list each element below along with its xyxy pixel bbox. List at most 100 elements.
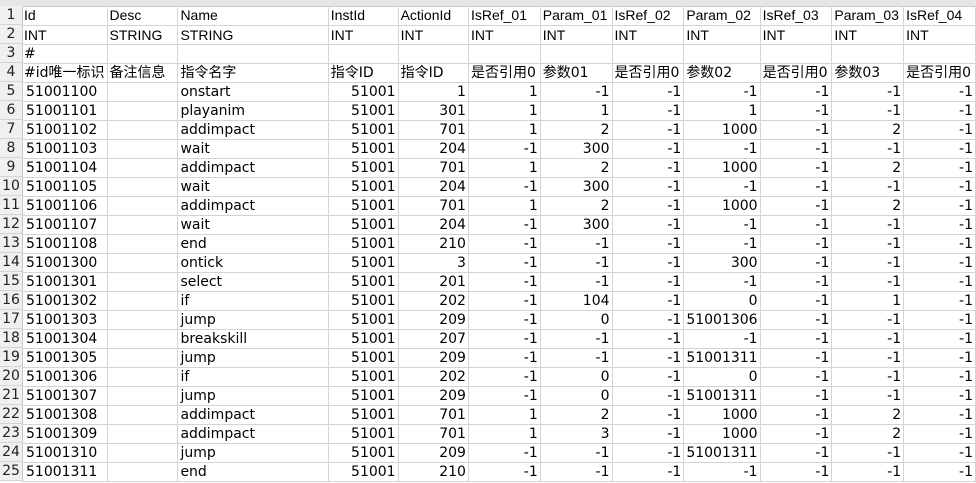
cell[interactable]: 209 bbox=[398, 443, 469, 463]
cell[interactable]: -1 bbox=[612, 405, 685, 425]
cell[interactable]: -1 bbox=[468, 139, 541, 159]
cell[interactable]: -1 bbox=[903, 367, 976, 387]
cell[interactable]: -1 bbox=[903, 405, 976, 425]
row-number[interactable]: 24 bbox=[0, 443, 22, 462]
cell[interactable]: 2 bbox=[540, 158, 613, 178]
cell[interactable]: -1 bbox=[468, 443, 541, 463]
cell[interactable]: -1 bbox=[760, 405, 833, 425]
cell[interactable]: -1 bbox=[612, 348, 685, 368]
cell[interactable]: -1 bbox=[612, 120, 685, 140]
cell[interactable]: -1 bbox=[540, 82, 613, 102]
cell[interactable]: 701 bbox=[398, 424, 469, 444]
cell[interactable]: -1 bbox=[612, 101, 685, 121]
cell[interactable]: -1 bbox=[760, 424, 833, 444]
cell[interactable]: 1 bbox=[831, 291, 905, 311]
cell[interactable]: 0 bbox=[683, 367, 761, 387]
row-number[interactable]: 19 bbox=[0, 348, 22, 367]
cell[interactable]: 51001311 bbox=[683, 443, 761, 463]
cell[interactable] bbox=[107, 253, 179, 273]
cell[interactable] bbox=[540, 44, 613, 64]
cell[interactable]: 51001105 bbox=[22, 177, 108, 197]
cell[interactable]: -1 bbox=[612, 291, 685, 311]
cell[interactable]: -1 bbox=[903, 329, 976, 349]
cell[interactable] bbox=[107, 367, 179, 387]
cell[interactable]: 210 bbox=[398, 462, 469, 482]
cell[interactable]: -1 bbox=[903, 120, 976, 140]
cell[interactable]: -1 bbox=[831, 234, 905, 254]
cell[interactable]: 300 bbox=[540, 139, 613, 159]
cell[interactable]: 是否引用0 bbox=[468, 63, 541, 83]
cell[interactable]: onstart bbox=[177, 82, 329, 102]
cell[interactable] bbox=[107, 82, 179, 102]
cell[interactable]: 1000 bbox=[683, 196, 761, 216]
cell[interactable]: 1 bbox=[468, 424, 541, 444]
cell[interactable]: Name bbox=[177, 6, 329, 26]
cell[interactable] bbox=[107, 348, 179, 368]
cell[interactable]: jump bbox=[177, 386, 329, 406]
cell[interactable]: 51001 bbox=[328, 120, 399, 140]
cell[interactable]: STRING bbox=[107, 25, 179, 45]
cell[interactable] bbox=[177, 44, 329, 64]
row-number[interactable]: 22 bbox=[0, 405, 22, 424]
cell[interactable]: 1000 bbox=[683, 120, 761, 140]
cell[interactable]: -1 bbox=[831, 329, 905, 349]
cell[interactable]: -1 bbox=[683, 272, 761, 292]
cell[interactable]: 备注信息 bbox=[107, 63, 179, 83]
cell[interactable]: addimpact bbox=[177, 158, 329, 178]
cell[interactable]: 51001 bbox=[328, 367, 399, 387]
cell[interactable]: -1 bbox=[760, 234, 833, 254]
cell[interactable]: IsRef_01 bbox=[468, 6, 541, 26]
cell[interactable]: 1 bbox=[468, 120, 541, 140]
cell[interactable]: -1 bbox=[760, 310, 833, 330]
cell[interactable]: 51001 bbox=[328, 139, 399, 159]
cell[interactable]: -1 bbox=[760, 462, 833, 482]
cell[interactable] bbox=[398, 44, 469, 64]
cell[interactable]: -1 bbox=[760, 196, 833, 216]
cell[interactable]: if bbox=[177, 367, 329, 387]
cell[interactable] bbox=[683, 44, 761, 64]
cell[interactable]: INT bbox=[468, 25, 541, 45]
cell[interactable]: IsRef_03 bbox=[760, 6, 833, 26]
cell[interactable]: 51001311 bbox=[683, 386, 761, 406]
cell[interactable]: 51001309 bbox=[22, 424, 108, 444]
cell[interactable]: -1 bbox=[468, 462, 541, 482]
cell[interactable]: -1 bbox=[468, 253, 541, 273]
cell[interactable]: 51001311 bbox=[22, 462, 108, 482]
cell[interactable]: addimpact bbox=[177, 424, 329, 444]
cell[interactable]: 1 bbox=[468, 82, 541, 102]
cell[interactable]: -1 bbox=[831, 139, 905, 159]
cell[interactable]: 51001 bbox=[328, 234, 399, 254]
cell[interactable]: 51001101 bbox=[22, 101, 108, 121]
cell[interactable]: if bbox=[177, 291, 329, 311]
cell[interactable]: 51001 bbox=[328, 272, 399, 292]
cell[interactable]: select bbox=[177, 272, 329, 292]
cell[interactable]: -1 bbox=[760, 386, 833, 406]
cell[interactable]: Param_02 bbox=[683, 6, 761, 26]
cell[interactable]: -1 bbox=[760, 139, 833, 159]
cell[interactable]: 51001 bbox=[328, 291, 399, 311]
cell[interactable] bbox=[107, 158, 179, 178]
cell[interactable]: 参数02 bbox=[683, 63, 761, 83]
cell[interactable]: 51001 bbox=[328, 310, 399, 330]
cell[interactable]: -1 bbox=[831, 253, 905, 273]
cell[interactable]: -1 bbox=[540, 462, 613, 482]
cell[interactable]: 0 bbox=[683, 291, 761, 311]
cell[interactable]: -1 bbox=[468, 348, 541, 368]
row-number[interactable]: 13 bbox=[0, 234, 22, 253]
cell[interactable]: 51001107 bbox=[22, 215, 108, 235]
cell[interactable]: INT bbox=[398, 25, 469, 45]
cell[interactable] bbox=[831, 44, 905, 64]
cell[interactable]: -1 bbox=[760, 329, 833, 349]
row-number[interactable]: 3 bbox=[0, 44, 22, 63]
cell[interactable]: -1 bbox=[903, 158, 976, 178]
cell[interactable]: 0 bbox=[540, 310, 613, 330]
cell[interactable]: 3 bbox=[398, 253, 469, 273]
cell[interactable]: 701 bbox=[398, 120, 469, 140]
cell[interactable]: 51001 bbox=[328, 348, 399, 368]
cell[interactable]: 51001310 bbox=[22, 443, 108, 463]
cell[interactable]: -1 bbox=[612, 234, 685, 254]
cell[interactable]: 指令ID bbox=[398, 63, 469, 83]
cell[interactable] bbox=[107, 139, 179, 159]
cell[interactable]: 51001 bbox=[328, 215, 399, 235]
cell[interactable]: 51001 bbox=[328, 386, 399, 406]
